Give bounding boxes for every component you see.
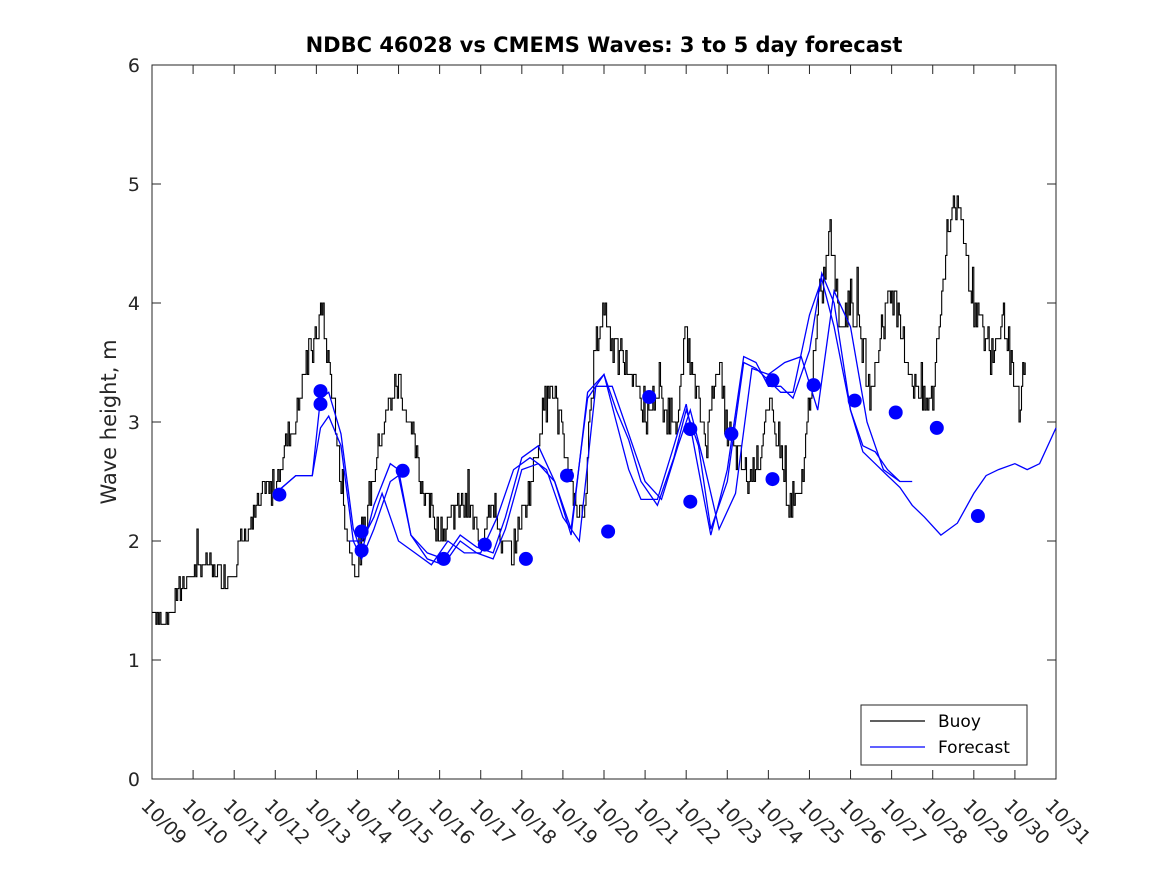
forecast-marker	[888, 405, 903, 420]
forecast-marker	[683, 422, 698, 437]
y-tick-label: 6	[128, 55, 140, 77]
x-tick-label: 10/24	[753, 795, 807, 849]
forecast-marker	[354, 543, 369, 558]
x-tick-label: 10/09	[136, 795, 190, 849]
x-tick-label: 10/12	[260, 795, 314, 849]
forecast-marker	[436, 551, 451, 566]
forecast-markers	[272, 373, 985, 566]
x-tick-label: 10/26	[835, 795, 889, 849]
x-tick-label: 10/13	[301, 795, 355, 849]
forecast-marker	[806, 378, 821, 393]
x-tick-label: 10/18	[506, 795, 560, 849]
forecast-marker	[313, 397, 328, 412]
y-axis-label: Wave height, m	[97, 339, 121, 504]
forecast-marker	[272, 487, 287, 502]
forecast-marker	[313, 384, 328, 399]
legend: Buoy Forecast	[860, 704, 1028, 766]
x-tick-label: 10/17	[465, 795, 519, 849]
y-tick-label: 2	[128, 531, 140, 553]
forecast-line	[274, 270, 913, 560]
forecast-marker	[929, 420, 944, 435]
x-tick-label: 10/29	[958, 795, 1012, 849]
x-tick-label: 10/23	[712, 795, 766, 849]
forecast-marker	[560, 468, 574, 483]
x-tick-label: 10/31	[1040, 795, 1094, 849]
plot-area	[151, 64, 1057, 780]
forecast-line	[349, 288, 901, 566]
chart-title: NDBC 46028 vs CMEMS Waves: 3 to 5 day fo…	[306, 33, 903, 57]
forecast-marker	[518, 551, 533, 566]
x-tick-label: 10/21	[630, 795, 684, 849]
buoy-line	[152, 195, 1026, 625]
y-tick-label: 5	[128, 174, 140, 196]
forecast-marker	[683, 494, 698, 509]
legend-buoy-label: Buoy	[938, 712, 981, 732]
forecast-series	[274, 270, 1057, 566]
y-tick-label: 0	[128, 769, 140, 791]
forecast-marker	[970, 509, 985, 523]
x-tick-label: 10/14	[342, 795, 396, 849]
forecast-marker	[724, 426, 739, 441]
x-tick-label: 10/15	[383, 795, 437, 849]
x-tick-label: 10/25	[794, 795, 848, 849]
buoy-series	[152, 195, 1026, 625]
x-tick-label: 10/10	[178, 795, 232, 849]
forecast-marker	[765, 373, 780, 388]
x-tick-label: 10/20	[588, 795, 642, 849]
forecast-marker	[477, 537, 492, 552]
forecast-marker	[601, 524, 616, 539]
y-tick-label: 3	[128, 412, 140, 434]
legend-box	[860, 704, 1028, 766]
legend-forecast-label: Forecast	[938, 738, 1010, 758]
forecast-marker	[765, 472, 780, 487]
x-tick-label: 10/30	[999, 795, 1053, 849]
x-tick-label: 10/28	[917, 795, 971, 849]
forecast-marker	[354, 524, 369, 539]
y-axis: 0 1 2 3 4 5 6	[128, 55, 1056, 791]
y-tick-label: 4	[128, 293, 140, 315]
y-tick-label: 1	[128, 650, 140, 672]
x-tick-label: 10/11	[219, 795, 273, 849]
x-tick-label: 10/16	[424, 795, 478, 849]
x-tick-label: 10/19	[547, 795, 601, 849]
forecast-marker	[395, 463, 410, 478]
forecast-marker	[642, 390, 657, 404]
x-tick-label: 10/22	[671, 795, 725, 849]
forecast-marker	[847, 393, 862, 408]
x-tick-label: 10/27	[876, 795, 930, 849]
